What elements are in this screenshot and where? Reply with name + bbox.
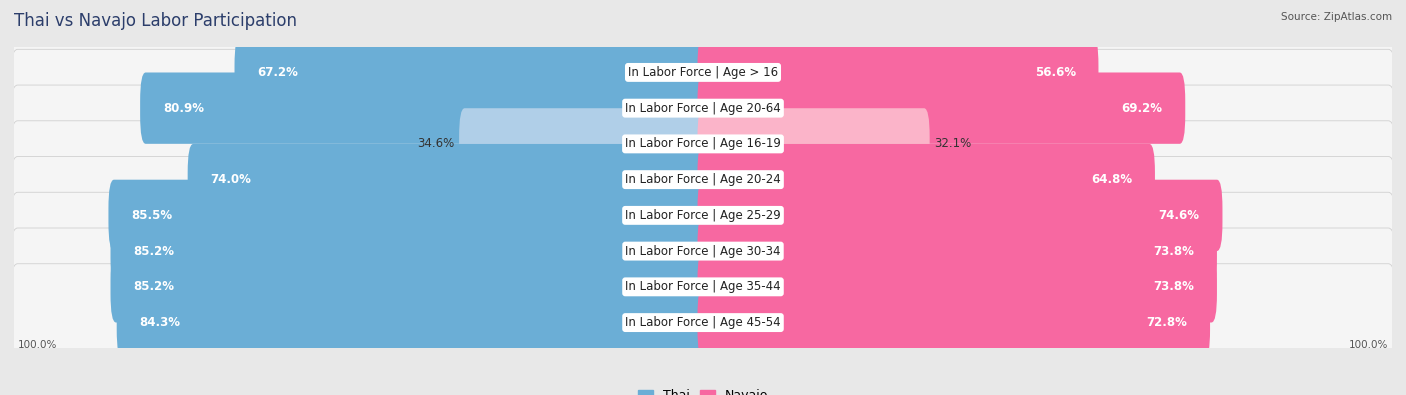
- FancyBboxPatch shape: [111, 215, 709, 287]
- FancyBboxPatch shape: [10, 192, 1396, 310]
- Text: In Labor Force | Age 20-64: In Labor Force | Age 20-64: [626, 102, 780, 115]
- FancyBboxPatch shape: [10, 156, 1396, 274]
- FancyBboxPatch shape: [697, 144, 1154, 215]
- FancyBboxPatch shape: [697, 215, 1218, 287]
- FancyBboxPatch shape: [697, 251, 1218, 322]
- FancyBboxPatch shape: [697, 287, 1211, 358]
- FancyBboxPatch shape: [10, 264, 1396, 382]
- Text: In Labor Force | Age > 16: In Labor Force | Age > 16: [628, 66, 778, 79]
- FancyBboxPatch shape: [10, 228, 1396, 346]
- Text: 56.6%: 56.6%: [1035, 66, 1076, 79]
- Text: 85.2%: 85.2%: [134, 245, 174, 258]
- Text: 67.2%: 67.2%: [257, 66, 298, 79]
- Text: 85.2%: 85.2%: [134, 280, 174, 293]
- Text: In Labor Force | Age 16-19: In Labor Force | Age 16-19: [626, 137, 780, 150]
- FancyBboxPatch shape: [10, 85, 1396, 203]
- FancyBboxPatch shape: [10, 13, 1396, 131]
- Text: 73.8%: 73.8%: [1153, 280, 1194, 293]
- Text: 32.1%: 32.1%: [935, 137, 972, 150]
- FancyBboxPatch shape: [697, 73, 1185, 144]
- Text: Thai vs Navajo Labor Participation: Thai vs Navajo Labor Participation: [14, 12, 297, 30]
- FancyBboxPatch shape: [117, 287, 709, 358]
- Text: 100.0%: 100.0%: [17, 340, 56, 350]
- Text: 85.5%: 85.5%: [131, 209, 173, 222]
- Text: In Labor Force | Age 25-29: In Labor Force | Age 25-29: [626, 209, 780, 222]
- Text: In Labor Force | Age 30-34: In Labor Force | Age 30-34: [626, 245, 780, 258]
- FancyBboxPatch shape: [111, 251, 709, 322]
- FancyBboxPatch shape: [697, 108, 929, 180]
- Text: In Labor Force | Age 35-44: In Labor Force | Age 35-44: [626, 280, 780, 293]
- Text: 73.8%: 73.8%: [1153, 245, 1194, 258]
- Text: In Labor Force | Age 45-54: In Labor Force | Age 45-54: [626, 316, 780, 329]
- FancyBboxPatch shape: [10, 121, 1396, 239]
- FancyBboxPatch shape: [187, 144, 709, 215]
- FancyBboxPatch shape: [141, 73, 709, 144]
- Text: 69.2%: 69.2%: [1122, 102, 1163, 115]
- Text: 34.6%: 34.6%: [418, 137, 454, 150]
- Text: In Labor Force | Age 20-24: In Labor Force | Age 20-24: [626, 173, 780, 186]
- Legend: Thai, Navajo: Thai, Navajo: [633, 384, 773, 395]
- Text: Source: ZipAtlas.com: Source: ZipAtlas.com: [1281, 12, 1392, 22]
- Text: 72.8%: 72.8%: [1146, 316, 1187, 329]
- Text: 80.9%: 80.9%: [163, 102, 204, 115]
- Text: 64.8%: 64.8%: [1091, 173, 1132, 186]
- FancyBboxPatch shape: [460, 108, 709, 180]
- Text: 100.0%: 100.0%: [1350, 340, 1389, 350]
- FancyBboxPatch shape: [108, 180, 709, 251]
- FancyBboxPatch shape: [10, 49, 1396, 167]
- Text: 74.6%: 74.6%: [1159, 209, 1199, 222]
- Text: 84.3%: 84.3%: [139, 316, 180, 329]
- FancyBboxPatch shape: [697, 180, 1222, 251]
- Text: 74.0%: 74.0%: [211, 173, 252, 186]
- FancyBboxPatch shape: [235, 37, 709, 108]
- FancyBboxPatch shape: [697, 37, 1098, 108]
